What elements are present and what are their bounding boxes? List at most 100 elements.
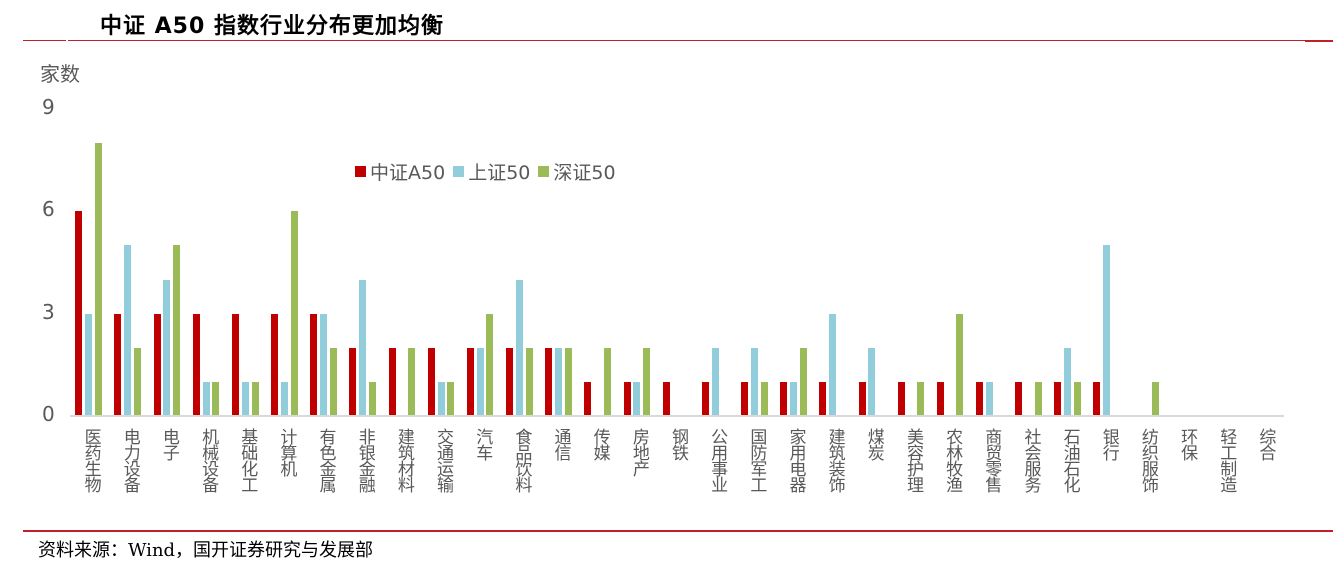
bar-csi-a50 bbox=[741, 381, 749, 416]
bar-csi-a50 bbox=[701, 381, 709, 416]
bar-szse-50 bbox=[643, 347, 651, 416]
bar-szse-50 bbox=[329, 347, 337, 416]
bar-csi-a50 bbox=[819, 381, 827, 416]
legend-swatch-icon bbox=[538, 166, 550, 177]
bar-sse-50 bbox=[320, 313, 328, 416]
x-tick-label: 有色金属 bbox=[315, 428, 336, 492]
bar-szse-50 bbox=[134, 347, 142, 416]
bar-csi-a50 bbox=[192, 313, 200, 416]
bar-csi-a50 bbox=[114, 313, 122, 416]
legend-item: 深证50 bbox=[538, 158, 616, 185]
bar-sse-50 bbox=[829, 313, 837, 416]
source-note: 资料来源：Wind，国开证券研究与发展部 bbox=[38, 540, 374, 561]
bar-csi-a50 bbox=[1015, 381, 1023, 416]
bar-szse-50 bbox=[447, 381, 455, 416]
x-tick-label: 银行 bbox=[1098, 428, 1119, 460]
bar-sse-50 bbox=[1064, 347, 1072, 416]
legend-item: 上证50 bbox=[453, 158, 530, 185]
bar-szse-50 bbox=[956, 313, 964, 416]
legend-item: 中证A50 bbox=[355, 158, 445, 185]
bar-szse-50 bbox=[917, 381, 925, 416]
bar-csi-a50 bbox=[75, 211, 83, 416]
bar-szse-50 bbox=[486, 313, 494, 416]
x-tick-label: 交通运输 bbox=[433, 428, 454, 492]
x-tick-label: 美容护理 bbox=[902, 428, 923, 492]
legend-label: 深证50 bbox=[553, 162, 616, 184]
bar-csi-a50 bbox=[271, 313, 279, 416]
y-axis-label: 家数 bbox=[40, 62, 80, 86]
bar-sse-50 bbox=[1103, 245, 1111, 416]
bar-szse-50 bbox=[408, 347, 416, 416]
legend-swatch-icon bbox=[355, 166, 366, 177]
x-tick-label: 基础化工 bbox=[237, 428, 258, 492]
bar-sse-50 bbox=[359, 279, 367, 416]
bar-csi-a50 bbox=[545, 347, 553, 416]
x-tick-label: 公用事业 bbox=[707, 428, 728, 492]
bar-szse-50 bbox=[564, 347, 572, 416]
bar-csi-a50 bbox=[427, 347, 435, 416]
bar-csi-a50 bbox=[349, 347, 357, 416]
bar-szse-50 bbox=[173, 245, 181, 416]
bar-csi-a50 bbox=[1093, 381, 1101, 416]
bar-szse-50 bbox=[1152, 381, 1160, 416]
bar-sse-50 bbox=[633, 381, 641, 416]
x-tick-label: 非银金融 bbox=[354, 428, 375, 492]
footer-rule bbox=[23, 530, 1333, 532]
bar-szse-50 bbox=[603, 347, 611, 416]
x-tick-label: 社会服务 bbox=[1020, 428, 1041, 492]
x-tick-label: 医药生物 bbox=[80, 428, 101, 492]
bar-csi-a50 bbox=[623, 381, 631, 416]
bar-csi-a50 bbox=[858, 381, 866, 416]
bar-csi-a50 bbox=[780, 381, 788, 416]
x-tick-label: 通信 bbox=[550, 428, 571, 460]
bar-sse-50 bbox=[437, 381, 445, 416]
y-tick-label: 9 bbox=[42, 95, 55, 119]
y-tick-label: 3 bbox=[42, 299, 55, 324]
bar-csi-a50 bbox=[388, 347, 396, 416]
x-tick-label: 钢铁 bbox=[668, 428, 688, 460]
x-tick-label: 综合 bbox=[1255, 428, 1276, 460]
chart-title: 中证 A50 指数行业分布更加均衡 bbox=[100, 14, 444, 39]
x-tick-label: 汽车 bbox=[472, 428, 493, 460]
x-tick-label: 农林牧渔 bbox=[942, 428, 963, 492]
bar-sse-50 bbox=[202, 381, 210, 416]
bar-sse-50 bbox=[85, 313, 93, 416]
x-tick-label: 建筑装饰 bbox=[824, 428, 845, 492]
bar-szse-50 bbox=[1034, 381, 1042, 416]
bar-sse-50 bbox=[163, 279, 171, 416]
bar-szse-50 bbox=[760, 381, 768, 416]
bar-csi-a50 bbox=[466, 347, 474, 416]
x-tick-label: 商贸零售 bbox=[981, 428, 1002, 492]
bar-csi-a50 bbox=[153, 313, 161, 416]
x-tick-label: 轻工制造 bbox=[1216, 428, 1237, 492]
title-rule bbox=[23, 40, 66, 41]
bar-sse-50 bbox=[515, 279, 523, 416]
x-tick-label: 计算机 bbox=[276, 428, 297, 476]
x-tick-label: 电子 bbox=[158, 428, 179, 460]
x-tick-label: 房地产 bbox=[628, 428, 649, 476]
bar-sse-50 bbox=[789, 381, 797, 416]
x-tick-label: 纺织服饰 bbox=[1137, 428, 1158, 492]
legend-label: 上证50 bbox=[468, 162, 531, 184]
y-tick-label: 0 bbox=[42, 402, 55, 426]
x-tick-label: 环保 bbox=[1177, 428, 1198, 460]
bar-csi-a50 bbox=[231, 313, 239, 416]
legend: 中证A50 上证50 深证50 bbox=[355, 158, 624, 185]
bar-sse-50 bbox=[555, 347, 563, 416]
bar-szse-50 bbox=[799, 347, 807, 416]
bar-csi-a50 bbox=[506, 347, 514, 416]
bar-szse-50 bbox=[251, 381, 259, 416]
legend-label: 中证A50 bbox=[370, 162, 446, 184]
bar-csi-a50 bbox=[662, 381, 670, 416]
legend-swatch-icon bbox=[453, 166, 465, 177]
bar-sse-50 bbox=[711, 347, 719, 416]
title-rule bbox=[68, 40, 1305, 41]
bar-csi-a50 bbox=[1054, 381, 1062, 416]
bar-csi-a50 bbox=[897, 381, 905, 416]
title-rule-accent bbox=[1305, 40, 1333, 42]
bar-szse-50 bbox=[290, 211, 298, 416]
bar-szse-50 bbox=[369, 381, 376, 416]
bar-sse-50 bbox=[280, 381, 288, 416]
bar-csi-a50 bbox=[936, 381, 944, 416]
bar-szse-50 bbox=[1073, 381, 1081, 416]
